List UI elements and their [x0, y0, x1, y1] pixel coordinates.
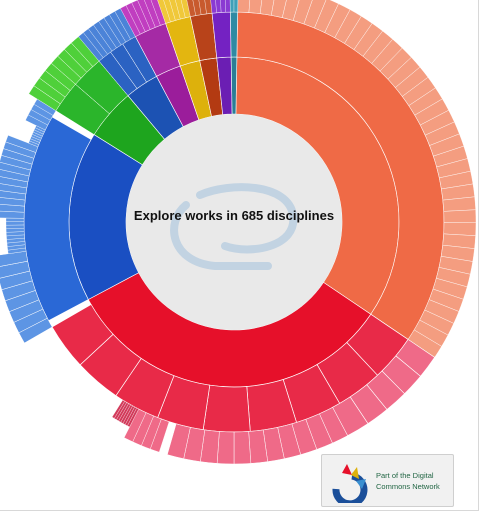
digital-commons-network-logo-icon [332, 464, 368, 503]
sunburst-segment-teal-outer[interactable] [229, 0, 235, 13]
sunburst-segment-red-fringe[interactable] [111, 399, 125, 419]
sunburst-segment-pink-outer[interactable] [166, 423, 191, 460]
sunburst-segment-pink-outer[interactable] [216, 431, 235, 465]
badge-line-2: Commons Network [376, 482, 440, 491]
sunburst-segment-red-middle[interactable] [51, 304, 114, 366]
digital-commons-network-badge[interactable]: Part of the Digital Commons Network [321, 454, 454, 507]
sunburst-segment-orange-outer[interactable] [443, 209, 477, 223]
sunburst-segment-blue-outer[interactable] [5, 228, 25, 233]
sunburst-segment-blue-outer[interactable] [5, 217, 25, 222]
sunburst-segment-pink-outer[interactable] [233, 431, 252, 465]
sunburst-segment-orange-outer[interactable] [443, 222, 477, 236]
badge-text: Part of the Digital Commons Network [376, 470, 452, 492]
sunburst-segment-teal-outer[interactable] [233, 0, 239, 13]
sunburst-segment-teal-inner[interactable] [230, 56, 238, 115]
sunburst-segment-teal-middle[interactable] [230, 11, 238, 58]
sunburst-segment-blue-outer[interactable] [5, 224, 25, 229]
sunburst-rings[interactable] [0, 0, 477, 465]
center-circle[interactable] [126, 114, 342, 330]
digital-commons-swirl-icon [170, 183, 298, 270]
badge-line-1: Part of the Digital [376, 471, 434, 480]
sunburst-segment-red-middle[interactable] [202, 384, 251, 433]
sunburst-segment-blue-outer[interactable] [5, 221, 25, 226]
